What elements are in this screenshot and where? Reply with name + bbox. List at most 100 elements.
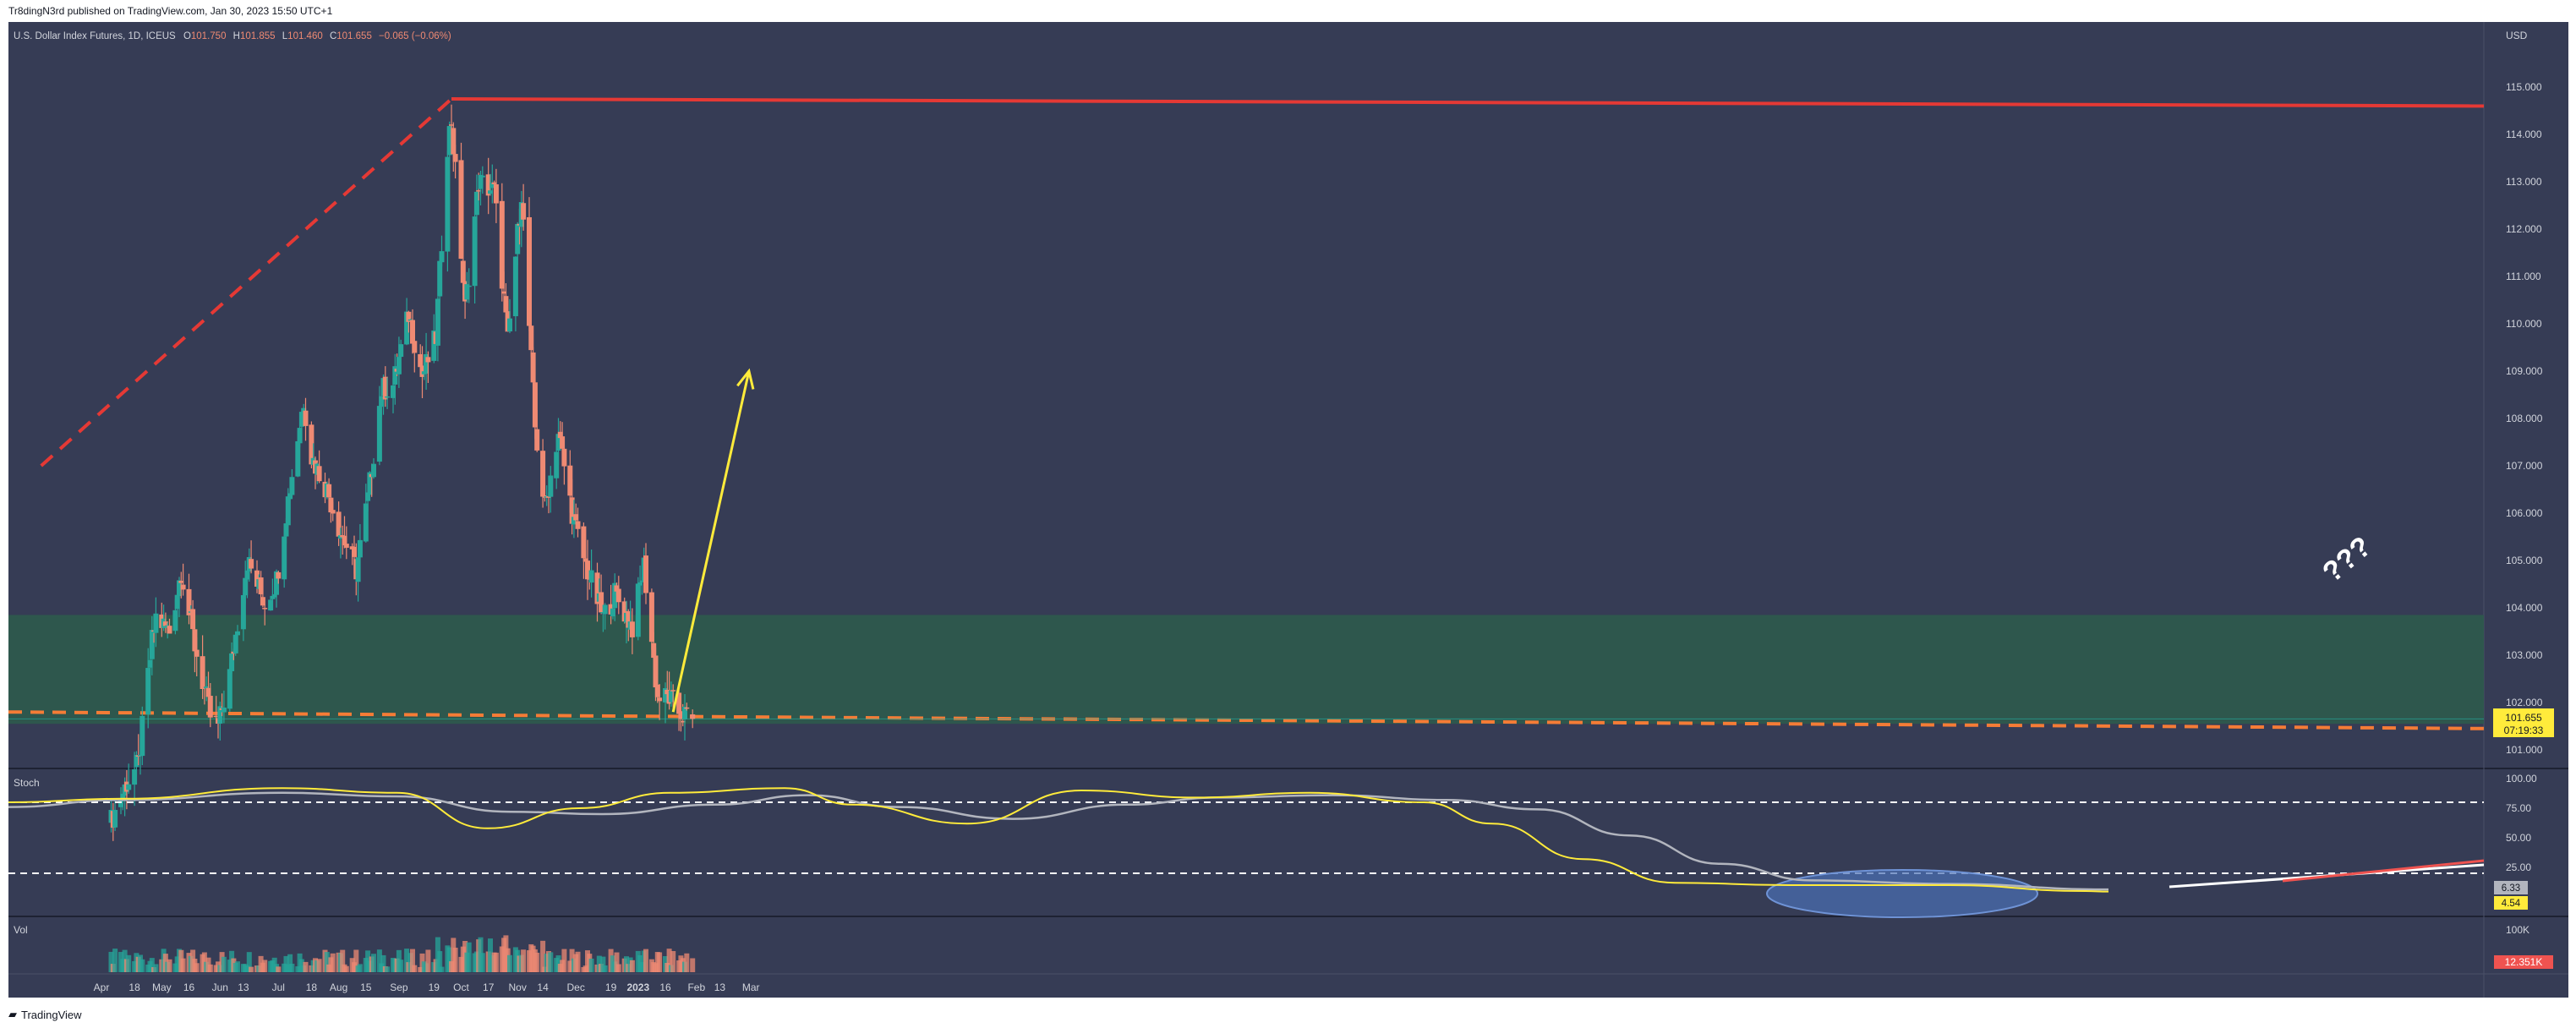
volume-bar — [126, 954, 132, 972]
candle-body — [328, 497, 334, 513]
stoch-tick-label: 50.00 — [2506, 832, 2531, 844]
time-axis[interactable]: Apr 18 May 16 Jun 13 Jul 18 Aug 15 Sep 19 Oct 17 Nov 14… — [94, 982, 760, 993]
candle-body — [177, 580, 182, 597]
volume-bar — [507, 954, 512, 972]
candle-body — [680, 720, 686, 723]
stoch-k-value: 4.54 — [2502, 899, 2521, 909]
volume-bar — [324, 952, 330, 972]
chart-svg[interactable]: ??? U.S. Dollar Index Futures, 1D, ICEUS… — [8, 22, 2568, 998]
price-tick-label: 115.000 — [2506, 81, 2542, 93]
price-axis[interactable]: 115.000 114.000 113.000 112.000 111.000 110.0… — [2506, 81, 2543, 756]
candle-body — [276, 571, 282, 579]
candle-body — [473, 191, 479, 216]
candle-body — [227, 669, 232, 709]
candle-body — [309, 424, 314, 465]
volume-bar — [548, 952, 554, 972]
candle-body — [316, 466, 322, 482]
volume-bar — [385, 966, 391, 972]
volume-bar — [262, 960, 268, 972]
candle-body — [446, 126, 452, 156]
volume-bar — [615, 964, 621, 972]
volume-bar — [343, 965, 349, 972]
candle-body — [588, 570, 594, 583]
candle-body — [585, 560, 590, 580]
price-tick-label: 107.000 — [2506, 460, 2543, 472]
resistance-line[interactable] — [451, 97, 2485, 108]
candle-body — [205, 687, 211, 697]
last-price-value: 101.655 — [2505, 712, 2542, 724]
volume-bar — [289, 963, 295, 972]
candle-body — [534, 429, 540, 451]
volume-bar — [153, 964, 159, 972]
candle-body — [376, 406, 382, 462]
candle-body — [217, 706, 223, 724]
candle-body — [406, 311, 412, 322]
candle-body — [342, 535, 347, 545]
volume-bar — [690, 958, 696, 972]
time-tick-label: Nov — [509, 982, 527, 993]
time-tick-label: Oct — [453, 982, 469, 993]
candle-body — [445, 156, 451, 252]
candle-body — [180, 584, 186, 590]
time-tick-label: 13 — [714, 982, 726, 993]
candle-body — [153, 613, 159, 633]
volume-bar — [670, 950, 676, 972]
candle-body — [501, 291, 507, 294]
candle-body — [391, 385, 396, 398]
volume-bar — [404, 949, 410, 972]
oversold-highlight[interactable] — [1766, 869, 2038, 918]
candle-body — [602, 604, 608, 615]
candle-body — [200, 656, 205, 690]
time-tick-label: Sep — [390, 982, 408, 993]
projection-arrow[interactable] — [671, 370, 751, 713]
candle-body — [532, 382, 538, 428]
time-tick-label: 19 — [429, 982, 440, 993]
price-tick-label: 112.000 — [2506, 223, 2542, 235]
dashed-trendline[interactable] — [40, 97, 453, 468]
candle-body — [554, 451, 560, 478]
time-tick-label: 17 — [483, 982, 495, 993]
stoch-trendline-red[interactable] — [2282, 859, 2485, 883]
candle-body — [493, 184, 499, 204]
candle-body — [546, 496, 551, 498]
candle-body — [270, 595, 276, 599]
stoch-tick-label: 100.00 — [2506, 773, 2537, 785]
support-dashed-line[interactable] — [8, 710, 2485, 730]
footer-brand: ▰ TradingView — [8, 1006, 82, 1023]
candlestick-series — [108, 104, 696, 841]
time-tick-label: 14 — [537, 982, 549, 993]
candle-body — [139, 715, 145, 757]
volume-bar — [575, 951, 581, 972]
candle-body — [418, 353, 424, 368]
legend-l-label: L — [282, 31, 288, 41]
volume-bar — [521, 949, 527, 972]
candle-body — [382, 376, 388, 400]
legend-o-label: O — [183, 31, 191, 41]
candle-body — [581, 526, 587, 559]
candle-body — [254, 570, 260, 587]
price-tick-label: 105.000 — [2506, 555, 2543, 566]
candle-body — [371, 463, 376, 478]
candle-body — [466, 285, 472, 287]
candle-body — [569, 497, 575, 524]
price-tick-label: 108.000 — [2506, 413, 2543, 424]
candle-body — [336, 511, 342, 537]
candle-body — [297, 428, 303, 444]
candle-body — [213, 715, 219, 718]
price-tick-label: 110.000 — [2506, 318, 2542, 330]
candle-body — [485, 174, 491, 196]
candle-body — [478, 174, 484, 189]
volume-bar — [249, 966, 254, 972]
candle-body — [396, 357, 402, 375]
candle-body — [621, 601, 627, 622]
candle-body — [676, 692, 682, 714]
candle-body — [548, 475, 554, 497]
publisher-line: Tr8dingN3rd published on TradingView.com… — [8, 5, 333, 17]
candle-body — [555, 434, 561, 451]
candle-body — [295, 440, 301, 477]
legend-h-label: H — [233, 31, 240, 41]
time-tick-label: Jun — [212, 982, 228, 993]
candle-body — [573, 514, 579, 521]
volume-bar — [600, 956, 606, 972]
volume-bar — [534, 952, 540, 972]
